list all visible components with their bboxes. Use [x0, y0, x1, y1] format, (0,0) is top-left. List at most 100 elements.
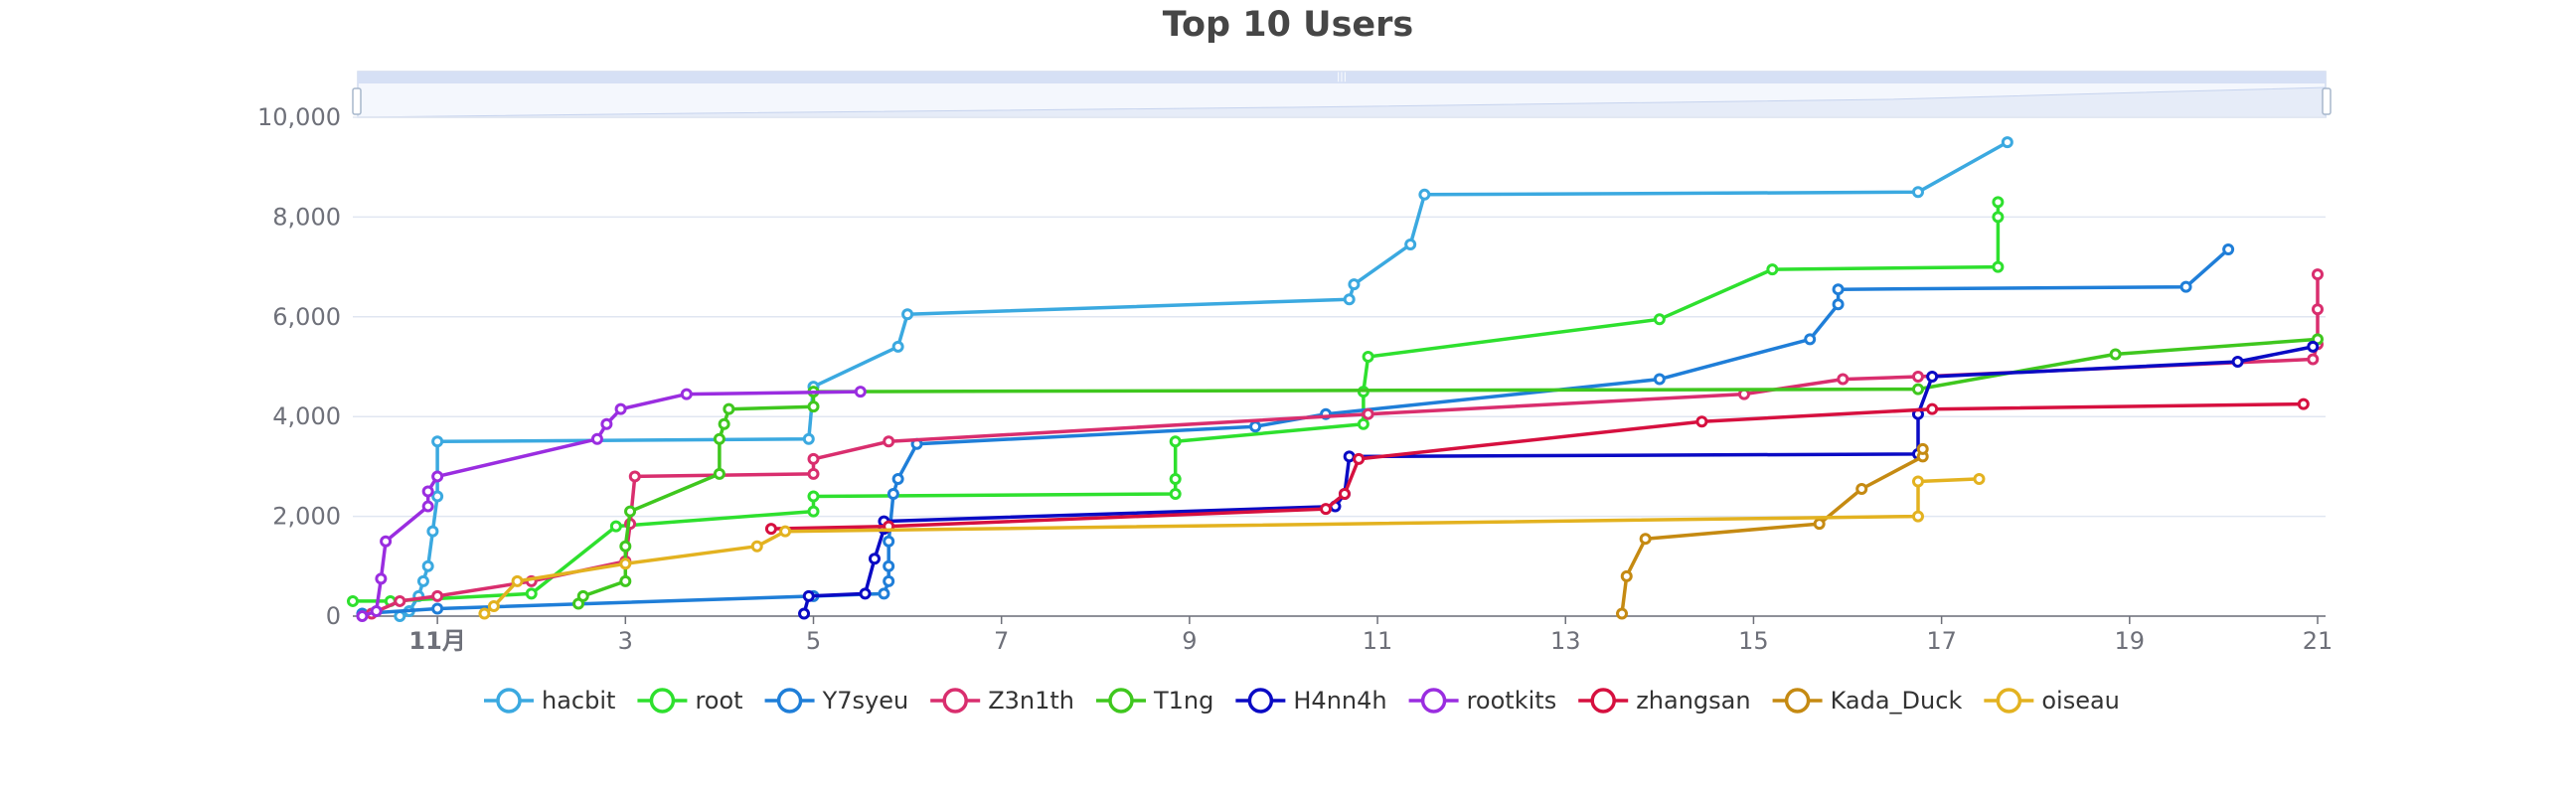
y-tick-label: 0	[326, 602, 341, 630]
zoom-handle-left[interactable]	[352, 87, 362, 115]
data-point	[421, 485, 434, 498]
data-point	[807, 400, 820, 413]
data-point	[356, 610, 369, 622]
data-point	[525, 587, 538, 600]
legend-label: root	[695, 687, 742, 715]
series-line	[483, 477, 1980, 615]
data-point	[1855, 482, 1868, 495]
data-point	[1804, 333, 1817, 346]
legend-item-Z3n1th[interactable]: Z3n1th	[930, 687, 1074, 715]
legend-marker-icon	[1247, 688, 1274, 714]
series-line	[353, 202, 2001, 603]
data-point	[807, 505, 820, 518]
y-tick-label: 8,000	[272, 203, 341, 231]
data-point	[2312, 268, 2324, 281]
data-point	[590, 432, 603, 445]
series-H4nn4h	[798, 340, 2320, 620]
data-point	[1832, 298, 1845, 311]
data-point	[1911, 510, 1924, 523]
legend-item-Kada_Duck[interactable]: Kada_Duck	[1772, 687, 1963, 715]
legend-label: hacbit	[542, 687, 615, 715]
data-point	[2222, 243, 2235, 256]
legend-item-H4nn4h[interactable]: H4nn4h	[1235, 687, 1387, 715]
series-root	[347, 196, 2005, 607]
data-point	[1911, 475, 1924, 488]
data-point	[802, 589, 815, 602]
data-point	[511, 574, 524, 587]
data-point	[1973, 472, 1986, 485]
legend-label: Z3n1th	[988, 687, 1074, 715]
series-Kada_Duck	[1616, 442, 1929, 620]
legend-item-hacbit[interactable]: hacbit	[484, 687, 615, 715]
series-line	[399, 140, 2009, 618]
x-tick-label: 19	[2115, 627, 2146, 655]
legend-item-oiseau[interactable]: oiseau	[1984, 687, 2120, 715]
data-point	[1320, 503, 1333, 516]
data-zoom-slider[interactable]: |||	[352, 71, 2332, 118]
data-point	[1992, 211, 2005, 224]
data-point	[1832, 283, 1845, 296]
data-point	[416, 574, 429, 587]
data-point	[891, 472, 904, 485]
data-point	[1362, 407, 1374, 420]
legend-label: rootkits	[1467, 687, 1557, 715]
data-point	[1404, 238, 1417, 251]
zoom-grip-icon[interactable]: |||	[1337, 72, 1347, 82]
data-point	[1653, 373, 1666, 386]
series-hacbit	[394, 136, 2013, 622]
data-point	[1348, 278, 1361, 291]
data-point	[1916, 442, 1929, 455]
data-point	[1992, 196, 2005, 209]
legend-label: zhangsan	[1636, 687, 1750, 715]
data-point	[891, 340, 904, 353]
data-point	[431, 435, 444, 448]
data-point	[883, 559, 895, 572]
data-point	[1357, 417, 1369, 430]
data-point	[1639, 533, 1652, 546]
x-axis: 11月 3 5 7 9 11 13 15 17 19 21	[353, 615, 2333, 655]
data-point	[1911, 186, 1924, 199]
series-zhangsan	[764, 398, 2310, 536]
data-point	[1249, 420, 1262, 433]
data-point	[431, 470, 444, 483]
legend-marker-icon	[1420, 688, 1447, 714]
data-point	[1353, 452, 1366, 465]
zoom-handle-right[interactable]	[2322, 87, 2332, 115]
data-point	[2307, 353, 2320, 366]
data-point	[421, 500, 434, 513]
data-point	[421, 559, 434, 572]
data-point	[2001, 136, 2013, 149]
data-point	[1169, 472, 1182, 485]
data-point	[883, 535, 895, 548]
legend-item-T1ng[interactable]: T1ng	[1096, 687, 1213, 715]
legend-item-zhangsan[interactable]: zhangsan	[1578, 687, 1751, 715]
y-tick-label: 4,000	[272, 402, 341, 430]
data-point	[370, 604, 383, 617]
data-point	[1653, 313, 1666, 326]
data-point	[2179, 280, 2192, 293]
y-tick-label: 6,000	[272, 303, 341, 331]
legend-label: Y7syeu	[822, 687, 909, 715]
data-point	[1362, 350, 1374, 363]
data-point	[723, 402, 735, 415]
data-point	[854, 386, 867, 398]
data-point	[798, 607, 811, 620]
legend-item-rootkits[interactable]: rootkits	[1408, 687, 1557, 715]
legend-item-Y7syeu[interactable]: Y7syeu	[764, 687, 909, 715]
y-axis: 0 2,000 4,000 6,000 8,000 10,000	[257, 103, 341, 630]
data-point	[807, 452, 820, 465]
legend-item-root[interactable]: root	[637, 687, 743, 715]
data-point	[394, 594, 406, 607]
zoom-selected-range[interactable]	[358, 72, 2326, 83]
x-tick-label: 3	[618, 627, 633, 655]
data-point	[431, 602, 444, 615]
series-line	[1620, 448, 1925, 614]
legend[interactable]: hacbit root Y7syeu Z3n1th T1ng H4nn4h rootkits…	[484, 687, 2120, 715]
data-point	[868, 553, 881, 565]
data-point	[886, 488, 899, 501]
legend-label: H4nn4h	[1293, 687, 1386, 715]
x-tick-label: 9	[1182, 627, 1197, 655]
data-point	[624, 505, 637, 518]
data-point	[883, 574, 895, 587]
